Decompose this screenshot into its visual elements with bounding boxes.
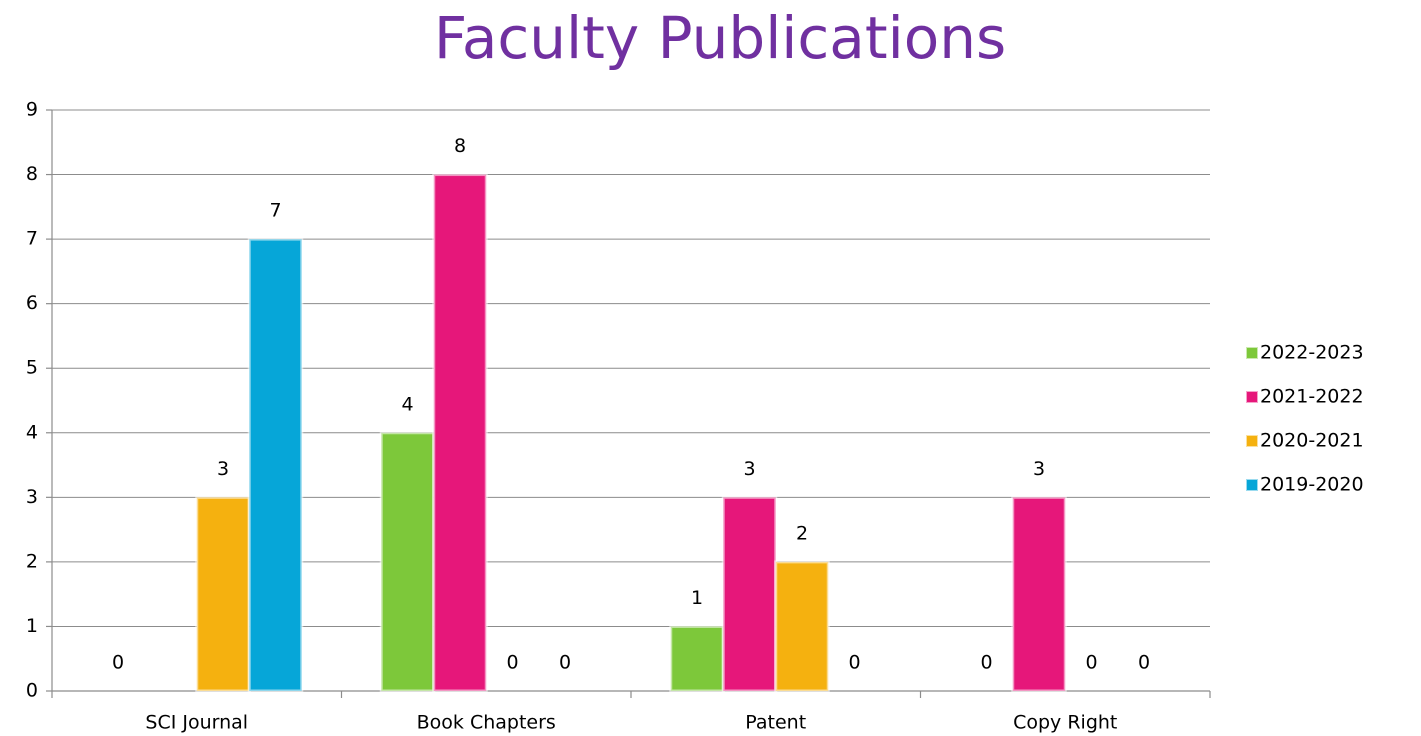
value-label: 0 [112,652,124,674]
x-tick-label: Copy Right [1013,712,1117,734]
value-label: 3 [743,458,755,480]
legend-swatch [1245,346,1259,360]
y-tick-label: 0 [26,680,38,702]
bar [247,237,304,693]
x-tick-label: SCI Journal [145,712,248,734]
value-label: 0 [559,652,571,674]
legend-swatch [1245,390,1259,404]
value-label: 0 [1085,652,1097,674]
y-tick-label: 5 [26,357,38,379]
legend-swatch [1245,478,1259,492]
value-label: 3 [1033,458,1045,480]
value-label: 0 [506,652,518,674]
bar [774,560,830,693]
y-tick-label: 9 [26,99,38,121]
value-label: 0 [980,652,992,674]
value-label: 0 [1138,652,1150,674]
legend-label: 2022-2023 [1260,342,1364,364]
value-label: 2 [796,522,808,544]
y-tick-label: 2 [26,550,38,572]
value-label: 7 [269,200,281,222]
value-label: 0 [848,652,860,674]
legend-label: 2019-2020 [1260,474,1364,496]
y-tick-label: 1 [26,615,38,637]
y-tick-label: 6 [26,292,38,314]
value-label: 3 [217,458,229,480]
y-tick-label: 3 [26,486,38,508]
y-tick-label: 8 [26,163,38,185]
y-tick-label: 7 [26,228,38,250]
bar [379,431,436,693]
bar [721,495,778,693]
y-tick-label: 4 [26,421,38,443]
bar [195,495,251,693]
bar [1011,495,1067,693]
bar [432,173,488,693]
value-label: 4 [401,393,413,415]
legend-swatch [1245,434,1259,448]
legend-label: 2021-2022 [1260,386,1364,408]
value-label: 1 [691,587,703,609]
x-tick-label: Book Chapters [417,712,556,734]
value-label: 8 [454,135,466,157]
bar [669,624,725,693]
chart-title: Faculty Publications [434,4,1006,72]
legend-label: 2020-2021 [1260,430,1364,452]
x-tick-label: Patent [745,712,806,734]
